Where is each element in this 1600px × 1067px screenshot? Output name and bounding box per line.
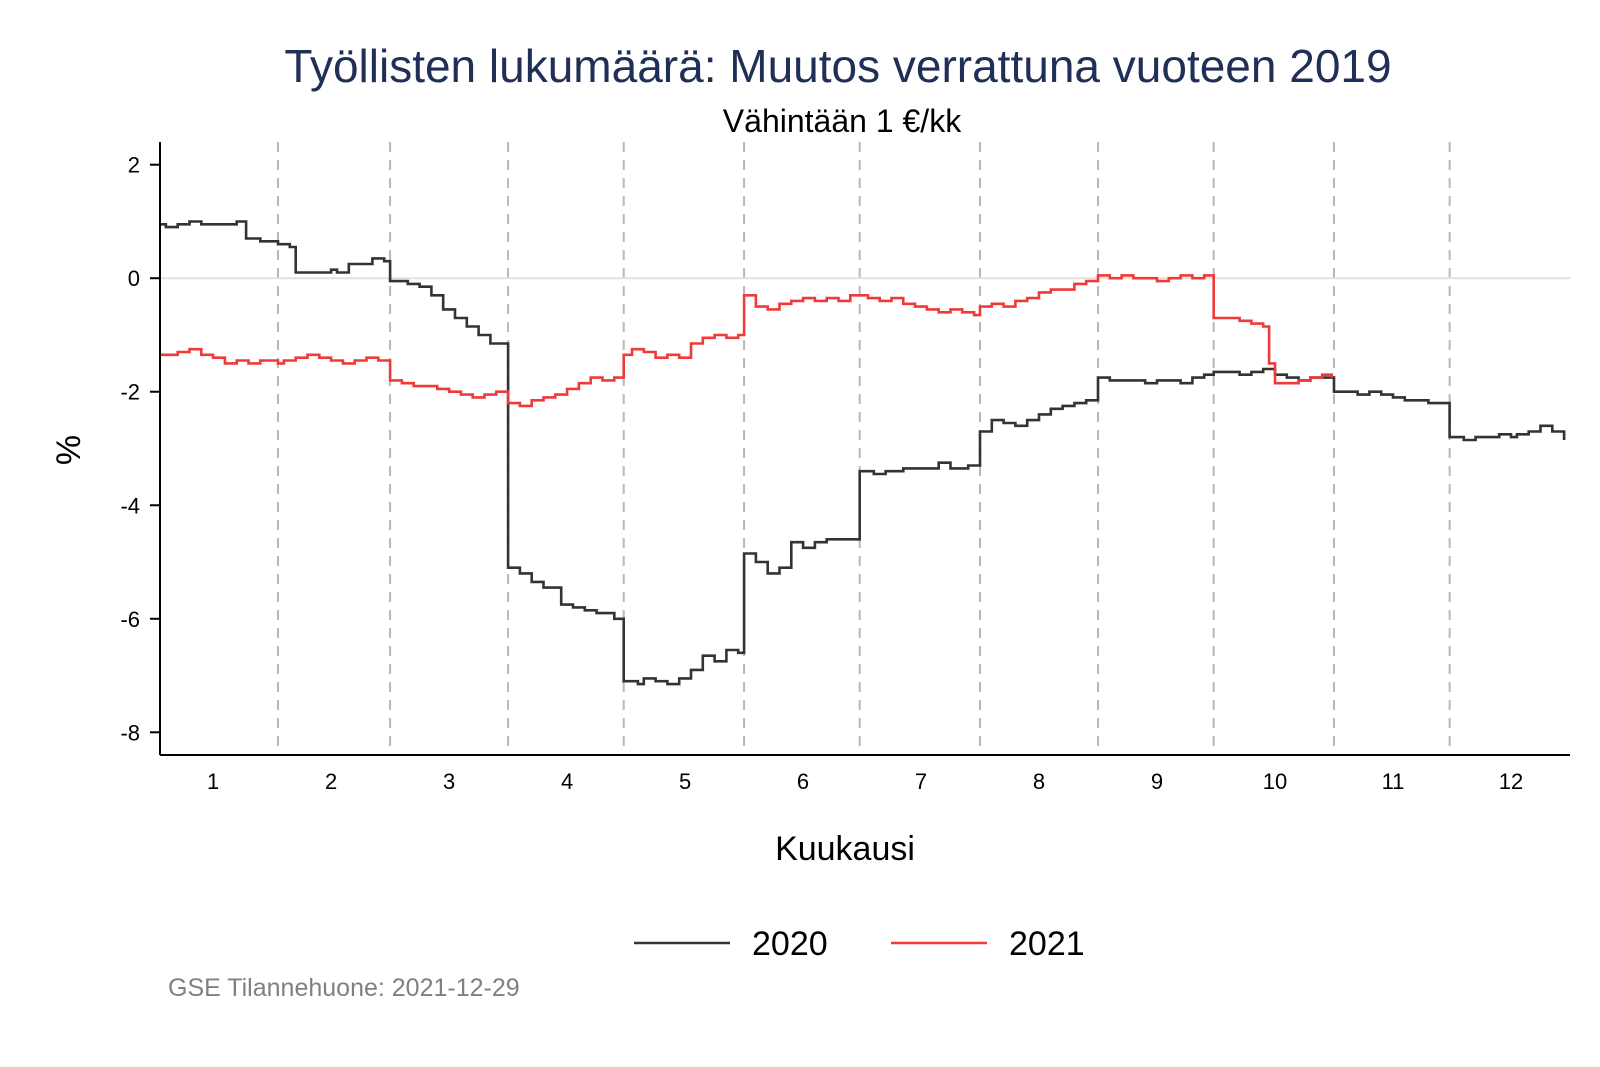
x-tick-label: 9 bbox=[1151, 769, 1163, 794]
y-tick-label: 0 bbox=[128, 266, 140, 291]
y-tick-label: -8 bbox=[120, 720, 140, 745]
x-tick-label: 12 bbox=[1499, 769, 1523, 794]
y-tick-label: 2 bbox=[128, 153, 140, 178]
x-tick-label: 7 bbox=[915, 769, 927, 794]
y-tick-label: -2 bbox=[120, 380, 140, 405]
x-tick-label: 1 bbox=[207, 769, 219, 794]
x-tick-label: 4 bbox=[561, 769, 573, 794]
x-tick-label: 2 bbox=[325, 769, 337, 794]
month-boundary-lines bbox=[276, 142, 1451, 755]
legend-label-2020: 2020 bbox=[752, 925, 828, 963]
axes bbox=[159, 142, 1570, 756]
series-layer bbox=[160, 220, 1566, 686]
x-axis-ticks: 1 2 3 4 5 6 7 8 9 10 11 12 bbox=[207, 769, 1523, 794]
source-note: GSE Tilannehuone: 2021-12-29 bbox=[168, 974, 520, 1002]
y-tick-label: -4 bbox=[120, 493, 140, 518]
x-tick-label: 3 bbox=[443, 769, 455, 794]
x-tick-label: 6 bbox=[797, 769, 809, 794]
x-tick-label: 10 bbox=[1263, 769, 1287, 794]
series-line-2020 bbox=[160, 220, 1566, 686]
chart-title: Työllisten lukumäärä: Muutos verrattuna … bbox=[284, 40, 1391, 92]
x-tick-label: 8 bbox=[1033, 769, 1045, 794]
chart-subtitle: Vähintään 1 €/kk bbox=[723, 103, 962, 139]
legend-label-2021: 2021 bbox=[1009, 925, 1085, 963]
x-tick-label: 11 bbox=[1382, 769, 1405, 794]
legend: 2020 2021 bbox=[634, 925, 1085, 963]
y-axis-ticks: 2 0 -2 -4 -6 -8 bbox=[120, 153, 160, 745]
series-line-2021 bbox=[160, 274, 1333, 408]
x-axis-title: Kuukausi bbox=[775, 830, 915, 868]
y-axis-title: % bbox=[50, 435, 88, 465]
x-tick-label: 5 bbox=[679, 769, 691, 794]
y-tick-label: -6 bbox=[120, 607, 140, 632]
